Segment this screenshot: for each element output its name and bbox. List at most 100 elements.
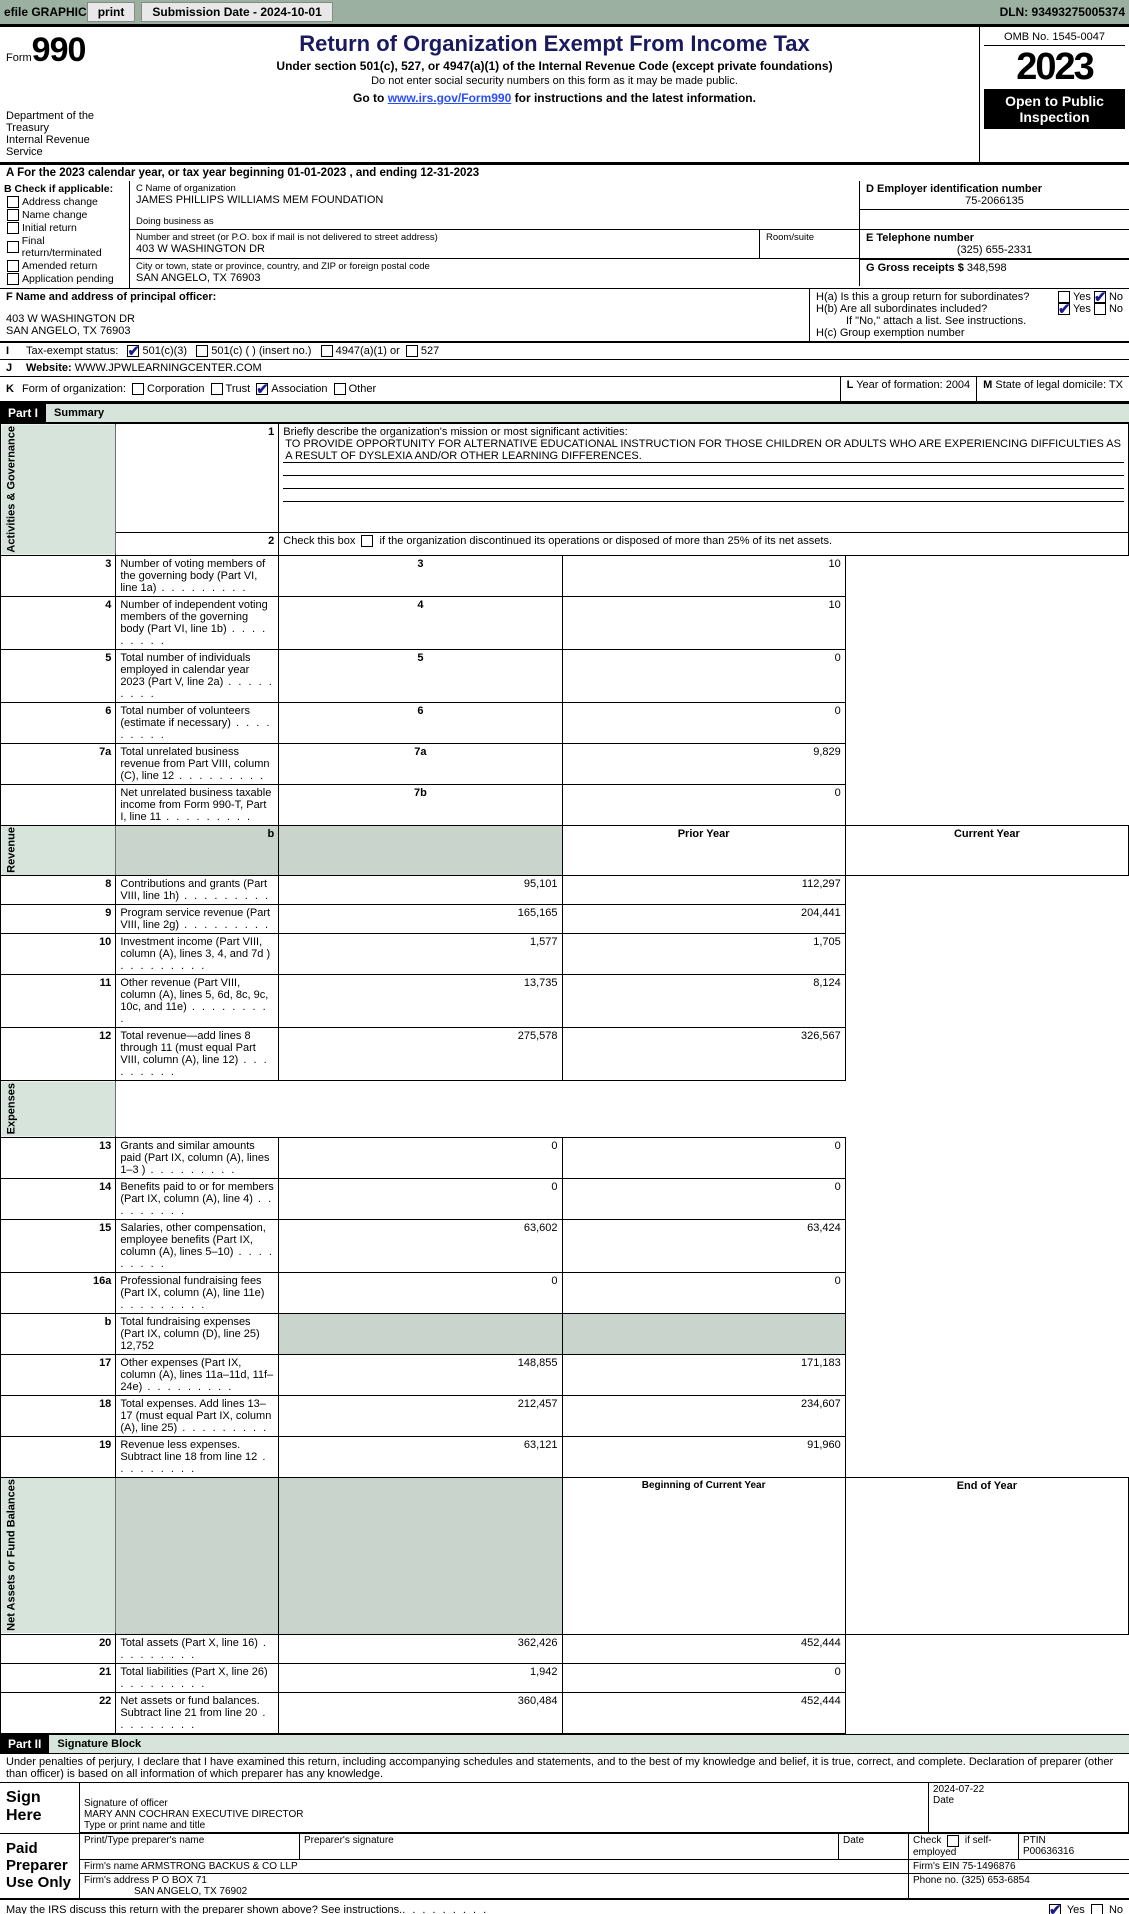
discuss-yes[interactable] [1049,1904,1061,1914]
goto-line: Go to www.irs.gov/Form990 for instructio… [134,91,975,105]
check-501c3[interactable] [127,345,139,357]
open-public: Open to Public Inspection [984,89,1125,129]
exp-row-16a: 16aProfessional fundraising fees (Part I… [1,1272,1129,1313]
website-value: WWW.JPWLEARNINGCENTER.COM [75,362,262,374]
firm-addr2: SAN ANGELO, TX 76902 [134,1886,247,1897]
check-527[interactable] [406,345,418,357]
ssn-note: Do not enter social security numbers on … [134,75,975,87]
ein-value: 75-2066135 [866,195,1123,207]
ptin: P00636316 [1023,1846,1074,1857]
dln: DLN: 93493275005374 [1000,5,1125,19]
city-label: City or town, state or province, country… [136,261,853,272]
side-revenue: Revenue [1,825,116,876]
check-other[interactable] [334,383,346,395]
gross-receipts: 348,598 [967,262,1007,274]
exp-row-13: 13Grants and similar amounts paid (Part … [1,1137,1129,1178]
part-ii-title: Signature Block [49,1736,149,1752]
check-trust[interactable] [211,383,223,395]
form-subtitle: Under section 501(c), 527, or 4947(a)(1)… [134,59,975,73]
part-i-tag: Part I [0,404,46,422]
gov-row-6: 6Total number of volunteers (estimate if… [1,702,1129,743]
form-number: 990 [32,31,86,70]
mission-text: TO PROVIDE OPPORTUNITY FOR ALTERNATIVE E… [283,438,1124,463]
gov-row-7b: Net unrelated business taxable income fr… [1,784,1129,825]
side-netassets: Net Assets or Fund Balances [1,1477,116,1634]
firm-name: ARMSTRONG BACKUS & CO LLP [141,1861,298,1872]
summary-table: Activities & Governance 1 Briefly descri… [0,423,1129,1734]
sig-officer-label: Signature of officer [84,1798,168,1809]
header-block: B Check if applicable: Address change Na… [0,181,1129,289]
net-row-22: 22Net assets or fund balances. Subtract … [1,1692,1129,1733]
check-501c[interactable] [196,345,208,357]
dba-label: Doing business as [136,216,853,227]
officer-addr1: 403 W WASHINGTON DR [6,313,803,325]
efile-label: efile GRAPHIC [4,5,87,19]
firm-addr1: P O BOX 71 [152,1875,207,1886]
exp-row-17: 17Other expenses (Part IX, column (A), l… [1,1354,1129,1395]
form-label: Form [6,52,32,64]
b-label: B Check if applicable: [4,183,113,195]
check-initial-return: Initial return [4,222,125,234]
firm-phone: (325) 653-6854 [961,1875,1029,1886]
ha-label: H(a) Is this a group return for subordin… [816,291,1055,303]
hb-no[interactable] [1094,303,1106,315]
net-row-20: 20Total assets (Part X, line 16)362,4264… [1,1634,1129,1663]
paid-preparer-block: Paid Preparer Use Only Print/Type prepar… [0,1834,1129,1899]
f-label: F Name and address of principal officer: [6,291,803,303]
side-expenses: Expenses [1,1081,116,1137]
check-name-change: Name change [4,209,125,221]
ha-no[interactable] [1094,291,1106,303]
check-4947[interactable] [321,345,333,357]
hb-label: H(b) Are all subordinates included? [816,303,1055,315]
gov-row-7a: 7aTotal unrelated business revenue from … [1,743,1129,784]
dept-treasury: Department of the Treasury [6,110,124,134]
discuss-no[interactable] [1091,1904,1103,1914]
year-formation: Year of formation: 2004 [856,379,970,391]
hc-label: H(c) Group exemption number [816,327,1123,339]
officer-addr2: SAN ANGELO, TX 76903 [6,325,803,337]
mission-label: Briefly describe the organization's miss… [283,426,627,438]
side-governance: Activities & Governance [1,424,116,556]
check-discontinued[interactable] [361,535,373,547]
check-amended-return: Amended return [4,260,125,272]
check-final-return-terminated: Final return/terminated [4,235,125,259]
print-button[interactable]: print [87,2,136,22]
d-label: D Employer identification number [866,183,1123,195]
form-title: Return of Organization Exempt From Incom… [134,31,975,57]
check-corp[interactable] [132,383,144,395]
net-row-21: 21Total liabilities (Part X, line 26)1,9… [1,1663,1129,1692]
phone-value: (325) 655-2331 [866,244,1123,256]
gov-row-5: 5Total number of individuals employed in… [1,649,1129,702]
sign-date: 2024-07-22 [933,1784,1124,1795]
penalty-text: Under penalties of perjury, I declare th… [0,1754,1129,1783]
street-label: Number and street (or P.O. box if mail i… [136,232,753,243]
irs-label: Internal Revenue Service [6,134,124,158]
hb-yes[interactable] [1058,303,1070,315]
gov-row-3: 3Number of voting members of the governi… [1,555,1129,596]
g-label: G Gross receipts $ [866,262,964,274]
omb-number: OMB No. 1545-0047 [984,31,1125,46]
submission-date: Submission Date - 2024-10-01 [141,2,332,22]
end-year-head: End of Year [845,1477,1128,1634]
exp-row-14: 14Benefits paid to or for members (Part … [1,1178,1129,1219]
org-name: JAMES PHILLIPS WILLIAMS MEM FOUNDATION [136,194,853,206]
self-employed: Check if self-employed [913,1835,992,1857]
firm-ein: 75-1496876 [962,1861,1015,1872]
line2-text: Check this box if the organization disco… [283,535,832,547]
form-header: Form 990 Department of the Treasury Inte… [0,27,1129,164]
exp-row-15: 15Salaries, other compensation, employee… [1,1219,1129,1272]
irs-link[interactable]: www.irs.gov/Form990 [388,91,512,105]
exp-row-b: bTotal fundraising expenses (Part IX, co… [1,1313,1129,1354]
tax-exempt-label: Tax-exempt status: [26,345,118,357]
city-value: SAN ANGELO, TX 76903 [136,272,853,284]
website-label: Website: [26,362,72,374]
form-org-label: Form of organization: [22,383,126,395]
part-ii-tag: Part II [0,1735,49,1753]
check-assoc[interactable] [256,383,268,395]
row-a-period: A For the 2023 calendar year, or tax yea… [0,164,1129,181]
exp-row-18: 18Total expenses. Add lines 13–17 (must … [1,1395,1129,1436]
check-application-pending: Application pending [4,273,125,285]
rev-row-10: 10Investment income (Part VIII, column (… [1,934,1129,975]
current-year-head: Current Year [845,825,1128,876]
hb-note: If "No," attach a list. See instructions… [816,315,1123,327]
